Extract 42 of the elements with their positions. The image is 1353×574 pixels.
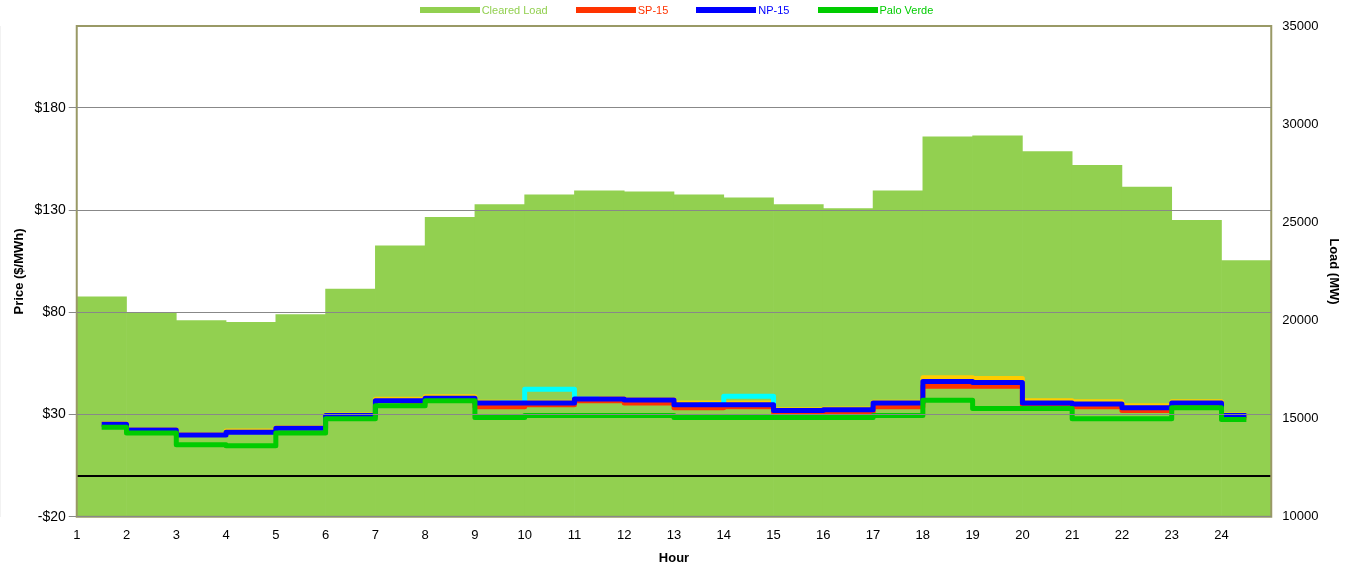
text: Palo Verde — [879, 4, 934, 16]
y2-tick-label: 25000 — [1282, 213, 1319, 229]
x-tick-label: 9 — [471, 527, 479, 543]
x-tick-label: 7 — [371, 527, 379, 543]
x-tick-label: 24 — [1214, 527, 1229, 543]
y-axis-title: Price ($/MWh) — [11, 228, 27, 315]
text: SP-15 — [637, 4, 669, 16]
x-tick-label: 12 — [616, 527, 632, 543]
y2-tick-label: 35000 — [1282, 17, 1319, 33]
x-tick-label: 19 — [965, 527, 980, 543]
x-tick-label: 13 — [666, 527, 682, 543]
y-tick-label: $180 — [34, 98, 66, 115]
x-tick-label: 16 — [816, 527, 831, 543]
x-tick-label: 15 — [766, 527, 781, 543]
x-tick-label: 2 — [122, 527, 131, 543]
y2-tick-label: 10000 — [1282, 508, 1319, 524]
x-tick-label: 11 — [567, 527, 582, 543]
x-tick-label: 8 — [421, 527, 429, 543]
x-tick-label: 14 — [716, 527, 731, 543]
x-tick-label: 22 — [1114, 527, 1130, 543]
x-tick-label: 6 — [321, 527, 330, 543]
x-tick-label: 1 — [73, 527, 81, 543]
x-tick-label: 17 — [865, 527, 881, 543]
y2-axis-title: Load (MW) — [1326, 238, 1342, 305]
y-tick-label: $80 — [42, 303, 66, 320]
x-tick-label: 23 — [1164, 527, 1179, 543]
x-tick-label: 5 — [272, 527, 280, 543]
y-tick-label: $130 — [34, 200, 66, 217]
x-tick-label: 21 — [1064, 527, 1080, 543]
y-tick-label: -$20 — [37, 507, 66, 524]
x-axis-title: Hour — [658, 549, 690, 565]
y2-tick-label: 20000 — [1282, 312, 1319, 328]
x-tick-label: 10 — [517, 527, 532, 543]
y2-tick-label: 15000 — [1282, 410, 1319, 426]
y-tick-label: $30 — [42, 405, 66, 422]
text: Cleared Load — [481, 4, 548, 16]
text: NP-15 — [758, 4, 790, 16]
x-tick-label: 3 — [172, 527, 180, 543]
x-tick-label: 20 — [1015, 527, 1030, 543]
y2-tick-label: 30000 — [1282, 115, 1319, 131]
x-tick-label: 18 — [915, 527, 931, 543]
x-tick-label: 4 — [222, 527, 230, 543]
